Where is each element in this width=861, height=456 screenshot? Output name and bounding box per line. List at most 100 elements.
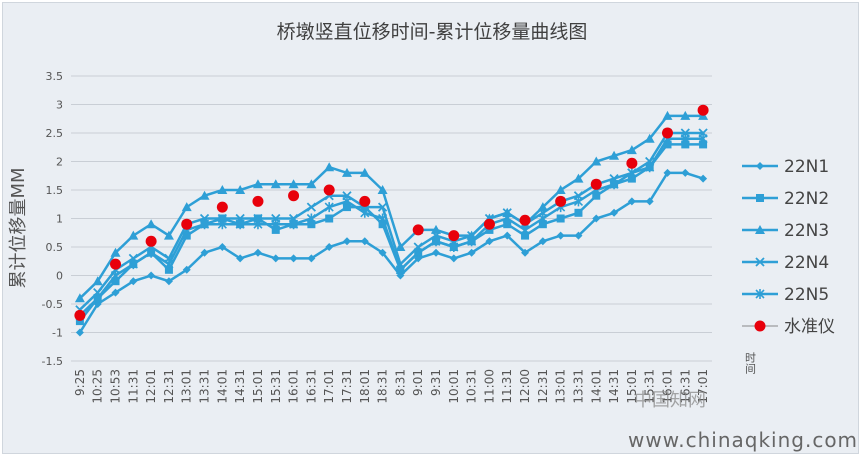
- diamond-point: [164, 277, 173, 286]
- square-point: [307, 220, 316, 229]
- square-point: [342, 203, 351, 212]
- diamond-point: [432, 248, 441, 257]
- legend-label: 水准仪: [784, 317, 835, 337]
- diamond-point: [592, 214, 601, 223]
- series-22N1: [75, 168, 708, 337]
- triangle-point: [359, 167, 370, 177]
- legend-item: 水准仪: [742, 317, 835, 337]
- legend-label: 22N4: [784, 253, 829, 273]
- diamond-point: [538, 237, 547, 246]
- x-tick-label: 10:53: [109, 369, 123, 404]
- star-point: [395, 264, 405, 275]
- y-tick-label: 0.5: [46, 241, 64, 254]
- triangle-point: [377, 185, 388, 194]
- triangle-point: [537, 202, 548, 212]
- x-tick-labels: 9:25 10:25 10:53 11:31 12:01 12:31 13:01 13:31 1…: [73, 369, 710, 404]
- x-axis-label: 时间: [744, 352, 757, 375]
- triangle-point: [431, 224, 442, 234]
- y-axis-label: 累计位移量MM: [8, 167, 29, 288]
- legend: 22N1 22N2 22N3 22N4 22N5 水准仪: [742, 157, 835, 337]
- x-tick-label: 16:31: [678, 369, 692, 404]
- star-point: [609, 179, 619, 190]
- x-tick-label: 11:31: [126, 369, 140, 404]
- circle-point: [697, 104, 709, 116]
- circle-point: [110, 258, 122, 270]
- y-tick-label: 3.5: [46, 70, 64, 83]
- x-tick-label: 15:31: [269, 369, 283, 404]
- x-tick-label: 12:31: [536, 369, 550, 404]
- series-line: [79, 114, 704, 300]
- triangle-point: [146, 219, 157, 229]
- legend-item: 22N1: [742, 157, 829, 177]
- y-tick-label: -0.5: [42, 298, 63, 311]
- circle-point: [288, 190, 300, 202]
- circle-point: [555, 195, 567, 207]
- y-tick-label: 1: [56, 213, 63, 226]
- diamond-point: [574, 231, 583, 240]
- circle-point: [448, 230, 460, 242]
- circle-point: [661, 127, 673, 139]
- diamond-point: [360, 237, 369, 246]
- series-line: [78, 171, 704, 334]
- diamond-point: [378, 248, 387, 257]
- triangle-point: [288, 179, 299, 189]
- y-tick-label: 0: [56, 270, 63, 283]
- star-point: [378, 213, 388, 224]
- series-group: [74, 104, 709, 337]
- diamond-point: [556, 231, 565, 240]
- x-tick-label: 13:01: [554, 369, 568, 404]
- x-tick-label: 18:31: [376, 369, 390, 404]
- star-point: [645, 162, 655, 173]
- square-point: [681, 140, 690, 149]
- star-point: [627, 167, 637, 178]
- y-tick-label: 1.5: [46, 184, 64, 197]
- series-水准仪: [74, 104, 709, 321]
- circle-point: [590, 178, 602, 190]
- star-point: [431, 236, 441, 247]
- x-tick-label: 10:01: [447, 369, 461, 404]
- diamond-point: [147, 271, 156, 280]
- circle-point: [754, 320, 766, 332]
- y-tick-label: -1.5: [42, 355, 63, 368]
- x-tick-label: 12:31: [162, 369, 176, 404]
- circle-point: [145, 235, 157, 247]
- x-tick-label: 17:01: [696, 369, 710, 404]
- diamond-point: [289, 254, 298, 263]
- diamond-point: [627, 197, 636, 206]
- diamond-point: [342, 237, 351, 246]
- diamond-point: [485, 237, 494, 246]
- x-tick-label: 14:31: [607, 369, 621, 404]
- square-point: [574, 208, 583, 217]
- square-point: [521, 231, 530, 240]
- star-point: [538, 213, 548, 224]
- triangle-point: [395, 242, 406, 251]
- diamond-point: [129, 277, 138, 286]
- triangle-point: [270, 179, 281, 189]
- legend-item: 22N5: [742, 285, 829, 305]
- square-point: [699, 140, 708, 149]
- legend-label: 22N1: [784, 157, 829, 177]
- circle-point: [181, 218, 193, 230]
- circle-point: [252, 195, 264, 207]
- diamond-point: [307, 254, 316, 263]
- star-point: [271, 219, 281, 230]
- x-point: [755, 257, 765, 267]
- star-point: [324, 202, 334, 213]
- diamond-point: [236, 254, 245, 263]
- legend-label: 22N3: [784, 221, 829, 241]
- square-point: [271, 225, 280, 234]
- x-tick-label: 16:01: [287, 369, 301, 404]
- diamond-point: [111, 288, 120, 297]
- star-point: [680, 133, 690, 144]
- x-tick-label: 11:31: [500, 369, 514, 404]
- square-point: [182, 231, 191, 240]
- circle-point: [483, 218, 495, 230]
- legend-item: 22N2: [742, 189, 829, 209]
- diamond-point: [75, 328, 84, 337]
- x-tick-label: 13:31: [571, 369, 585, 404]
- star-point: [146, 247, 156, 258]
- url-watermark: www.chinaqking.com: [628, 428, 859, 452]
- square-point: [663, 140, 672, 149]
- x-tick-label: 15:01: [251, 369, 265, 404]
